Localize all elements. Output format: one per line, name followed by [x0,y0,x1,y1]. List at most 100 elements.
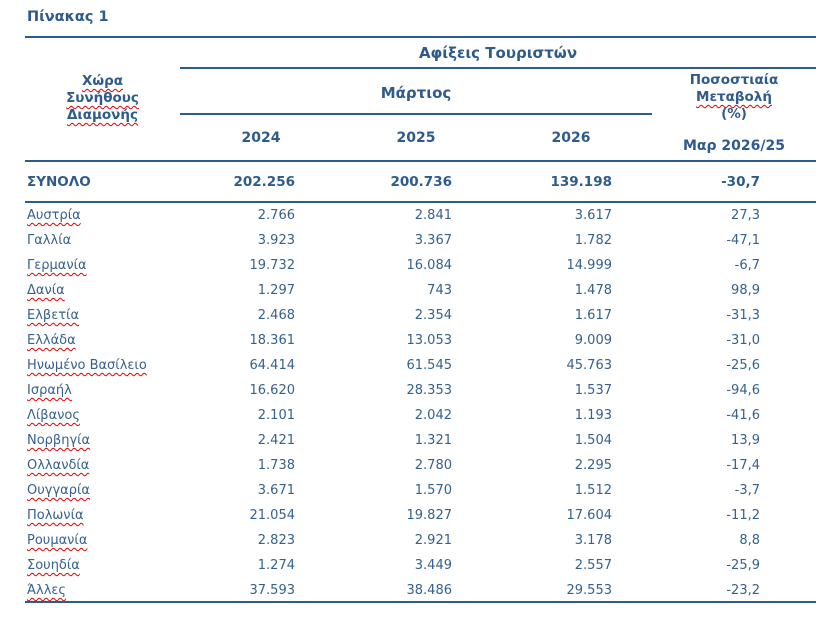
table-title: Πίνακας 1 [27,9,109,25]
country-cell: Ηνωμένο Βασίλειο [27,358,147,373]
value-2024-cell: 2.766 [257,208,295,223]
country-cell: Δανία [27,283,65,298]
pct-change-cell: -17,4 [726,458,760,473]
country-cell: Πολωνία [27,508,84,523]
value-2026-cell: 14.999 [566,258,613,273]
country-cell: Λίβανος [27,408,81,423]
month-header-divider [180,113,652,115]
value-2026-cell: 1.782 [574,233,612,248]
table-row: Γερμανία 19.732 16.084 14.999 -6,7 [25,253,816,278]
value-2025-cell: 19.827 [406,508,453,523]
table-row: Λίβανος 2.101 2.042 1.193 -41,6 [25,403,816,428]
pct-change-cell: -41,6 [726,408,760,423]
country-cell: Νορβηγία [27,433,91,448]
value-2025-cell: 1.321 [414,433,452,448]
column-group-header-arrivals: Αφίξεις Τουριστών [418,44,578,62]
country-cell: Γερμανία [27,258,87,273]
table-row: Ισραήλ 16.620 28.353 1.537 -94,6 [25,378,816,403]
pct-change-cell: -11,2 [726,508,760,523]
table-row: Δανία 1.297 743 1.478 98,9 [25,278,816,303]
pct-change-cell: -6,7 [734,258,760,273]
group-header-divider [180,67,816,69]
value-2026-cell: 9.009 [574,333,612,348]
country-cell: Αυστρία [27,208,81,223]
value-2026-cell: 1.193 [574,408,612,423]
row-header-line-2: Συνήθους [66,90,139,106]
value-2024-cell: 1.274 [257,558,295,573]
value-2024-cell: 3.671 [257,483,295,498]
country-cell: Σουηδία [27,558,80,573]
table-row: Ουγγαρία 3.671 1.570 1.512 -3,7 [25,478,816,503]
value-2024-cell: 64.414 [249,358,296,373]
pct-change-cell: 13,9 [731,433,760,448]
value-2025-cell: 2.780 [414,458,452,473]
table-row: Ηνωμένο Βασίλειο 64.414 61.545 45.763 -2… [25,353,816,378]
total-row: ΣΥΝΟΛΟ 202.256 200.736 139.198 -30,7 [25,163,816,201]
value-2024-cell: 2.823 [257,533,295,548]
header-body-divider [25,160,816,162]
table-row: Ελλάδα 18.361 13.053 9.009 -31,0 [25,328,816,353]
table-row: Άλλες 37.593 38.486 29.553 -23,2 [25,578,816,603]
value-2024-cell: 21.054 [249,508,296,523]
value-2024-cell: 18.361 [249,333,296,348]
value-2025-cell: 38.486 [406,583,453,598]
table-row: Σουηδία 1.274 3.449 2.557 -25,9 [25,553,816,578]
column-header-pct-change: Ποσοστιαία Μεταβολή (%) [652,72,816,123]
country-cell: Ελλάδα [27,333,76,348]
pct-change-cell: -23,2 [726,583,760,598]
table-body: Αυστρία 2.766 2.841 3.617 27,3 Γαλλία 3.… [25,203,816,603]
country-cell: Ισραήλ [27,383,72,398]
column-header-2024: 2024 [241,130,281,146]
value-2026-cell: 3.617 [574,208,612,223]
pct-header-line-1: Ποσοστιαία [689,72,779,88]
value-2024-cell: 1.738 [257,458,295,473]
value-2025-cell: 16.084 [406,258,453,273]
value-2025-cell: 13.053 [406,333,453,348]
total-label: ΣΥΝΟΛΟ [27,174,91,190]
pct-change-cell: -3,7 [734,483,760,498]
value-2024-cell: 16.620 [249,383,296,398]
value-2026-cell: 1.537 [574,383,612,398]
country-cell: Ρουμανία [27,533,88,548]
row-header-line-3: Διαμονής [66,107,138,123]
total-row-divider [25,201,816,203]
value-2025-cell: 28.353 [406,383,453,398]
pct-change-cell: -25,6 [726,358,760,373]
pct-header-line-3: (%) [721,106,747,122]
value-2024-cell: 2.101 [257,408,295,423]
title-divider [25,36,816,38]
pct-header-line-2: Μεταβολή [696,89,772,105]
value-2025-cell: 1.570 [414,483,452,498]
table-row: Πολωνία 21.054 19.827 17.604 -11,2 [25,503,816,528]
pct-change-cell: 8,8 [739,533,760,548]
value-2024-cell: 19.732 [249,258,296,273]
country-cell: Ουγγαρία [27,483,90,498]
total-2024: 202.256 [233,174,296,190]
value-2026-cell: 2.295 [574,458,612,473]
value-2025-cell: 743 [427,283,452,298]
country-cell: Άλλες [27,583,67,598]
value-2025-cell: 2.841 [414,208,452,223]
value-2026-cell: 29.553 [566,583,613,598]
total-2026: 139.198 [550,174,613,190]
country-cell: Ελβετία [27,308,80,323]
table-row: Νορβηγία 2.421 1.321 1.504 13,9 [25,428,816,453]
value-2026-cell: 45.763 [566,358,613,373]
row-header-country: Χώρα Συνήθους Διαμονής [25,73,180,124]
table-row: Ρουμανία 2.823 2.921 3.178 8,8 [25,528,816,553]
value-2025-cell: 3.367 [414,233,452,248]
pct-change-cell: -25,9 [726,558,760,573]
value-2026-cell: 17.604 [566,508,613,523]
value-2024-cell: 37.593 [249,583,296,598]
value-2025-cell: 3.449 [414,558,452,573]
value-2024-cell: 2.468 [257,308,295,323]
pct-change-cell: -47,1 [726,233,760,248]
pct-change-cell: -94,6 [726,383,760,398]
pct-change-cell: -31,3 [726,308,760,323]
month-header: Μάρτιος [380,84,452,102]
pct-change-cell: 98,9 [731,283,760,298]
value-2026-cell: 1.478 [574,283,612,298]
value-2024-cell: 3.923 [257,233,295,248]
value-2026-cell: 1.617 [574,308,612,323]
